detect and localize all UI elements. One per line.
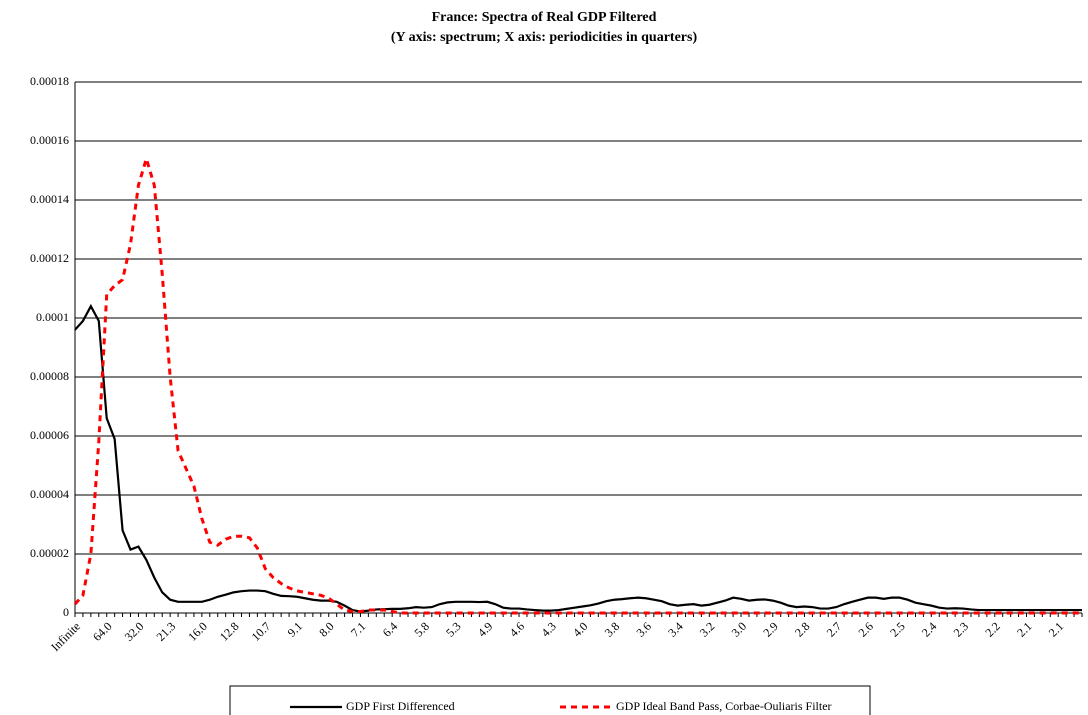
x-tick-label: 3.8 [602,619,623,640]
y-tick-label: 0.00018 [30,74,69,88]
x-tick-label: 2.3 [951,619,972,640]
y-tick-label: 0.00012 [30,251,69,265]
legend-label: GDP Ideal Band Pass, Corbae-Ouliaris Fil… [616,699,832,713]
y-tick-label: 0.00006 [30,428,69,442]
series-line [74,303,1082,613]
x-tick-label: 4.0 [570,619,591,640]
legend-box [229,685,871,715]
x-tick-label: 10.7 [249,619,274,644]
x-tick-label: 4.3 [538,619,559,640]
x-tick-label: 16.0 [185,619,210,644]
chart-title: France: Spectra of Real GDP Filtered [432,10,657,25]
x-tick-label: 12.8 [217,619,242,644]
legend-label: GDP First Differenced [346,699,455,713]
x-tick-label: 4.9 [475,619,496,640]
x-tick-label: 2.4 [919,619,940,640]
x-tick-label: 6.4 [380,619,401,640]
x-tick-label: 3.6 [633,619,654,640]
x-tick-label: 5.3 [443,619,464,640]
x-tick-label: 2.1 [1046,619,1067,640]
x-tick-label: 64.0 [90,619,115,644]
y-tick-label: 0 [63,605,69,619]
x-tick-label: 2.9 [760,619,781,640]
x-tick-label: 5.8 [411,619,432,640]
x-tick-label: 2.5 [887,619,908,640]
x-tick-label: 2.2 [982,619,1003,640]
x-tick-label: 3.2 [697,619,718,640]
y-tick-label: 0.00002 [30,546,69,560]
y-tick-label: 0.0001 [36,310,69,324]
y-tick-label: 0.00004 [30,487,69,501]
x-tick-label: 7.1 [348,619,369,640]
x-tick-label: 3.0 [729,619,750,640]
x-tick-label: 2.1 [1014,619,1035,640]
x-tick-label: 2.6 [855,619,876,640]
y-tick-label: 0.00016 [30,133,69,147]
x-tick-label: 21.3 [153,619,178,644]
series-line [73,153,1082,615]
x-tick-label: 3.4 [665,619,686,640]
x-tick-label: 8.0 [316,619,337,640]
x-tick-label: Infinite [48,619,83,654]
x-tick-label: 32.0 [122,619,147,644]
chart-subtitle: (Y axis: spectrum; X axis: periodicities… [391,30,698,45]
y-tick-label: 0.00014 [30,192,69,206]
x-tick-label: 2.7 [824,619,845,640]
x-tick-label: 4.6 [507,619,528,640]
x-tick-label: 2.8 [792,619,813,640]
x-tick-label: 9.1 [285,619,306,640]
y-tick-label: 0.00008 [30,369,69,383]
